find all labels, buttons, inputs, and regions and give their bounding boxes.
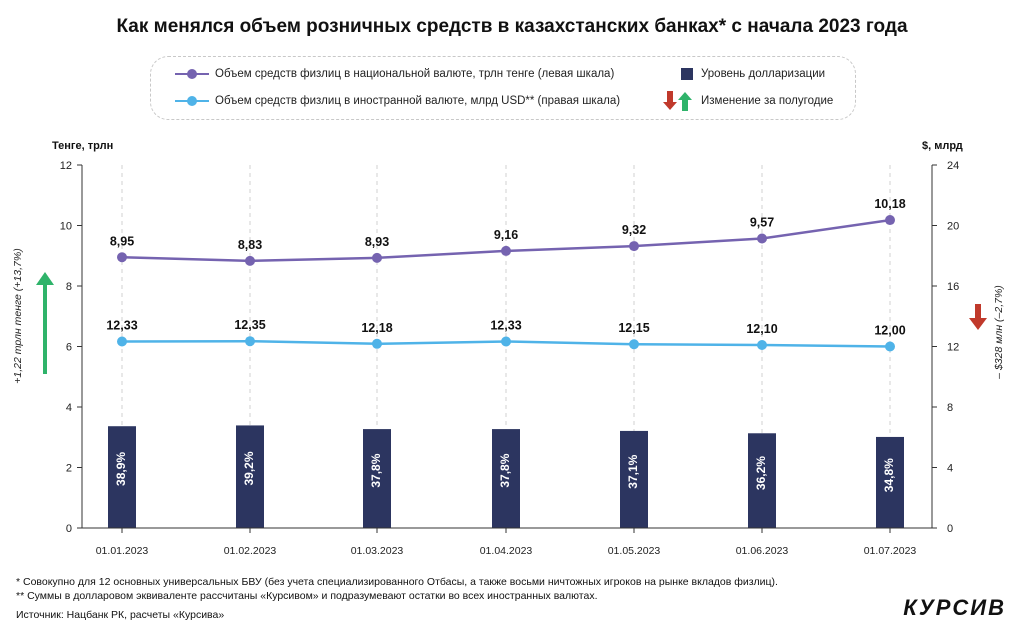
usd-point-0 [117,336,127,347]
usd-label-3: 12,33 [490,319,521,333]
usd-point-3 [501,336,511,347]
usd-point-6 [885,341,895,352]
kzt-label-2: 8,93 [365,235,389,249]
footnote-2: ** Суммы в долларовом эквиваленте рассчи… [16,590,598,602]
x-tick-label-5: 01.06.2023 [736,545,789,557]
right-tick-label-3: 12 [947,342,959,354]
left-tick-label-3: 6 [66,342,72,354]
kzt-point-3 [501,245,511,256]
dollarization-bar-label-1: 39,2% [242,451,256,485]
right-axis-title: $, млрд [922,140,963,152]
dollarization-bar-5 [748,433,776,528]
legend-item-dollarization: Уровень долларизации [681,68,825,80]
dollarization-bar-6 [876,436,904,528]
usd-point-1 [245,336,255,347]
up-arrow-icon [36,272,54,374]
kzt-label-1: 8,83 [238,238,262,252]
usd-point-4 [629,339,639,350]
x-tick-label-1: 01.02.2023 [224,545,277,557]
usd-label-1: 12,35 [234,318,265,332]
kzt-point-4 [629,241,639,252]
legend-label-dollarization: Уровень долларизации [701,68,826,80]
usd-label-4: 12,15 [618,321,649,335]
kzt-point-6 [885,215,895,226]
left-tick-label-2: 4 [66,402,72,414]
dollarization-bar-label-5: 36,2% [754,456,768,490]
usd-label-5: 12,10 [746,322,777,336]
x-tick-label-3: 01.04.2023 [480,545,533,557]
legend-label-change: Изменение за полугодие [701,95,834,107]
dollarization-bar-1 [236,425,264,528]
kzt-label-5: 9,57 [750,216,774,230]
dollarization-bar-label-0: 38,9% [114,452,128,486]
kzt-label-0: 8,95 [110,234,134,248]
legend-line-kzt-icon [175,69,209,79]
x-tick-label-4: 01.05.2023 [608,545,661,557]
down-arrow-icon [969,304,987,330]
right-tick-label-1: 4 [947,463,953,475]
kzt-point-1 [245,255,255,266]
left-tick-label-1: 2 [66,463,72,475]
dollarization-bar-3 [492,429,520,528]
usd-point-5 [757,339,767,350]
dollarization-bar-label-2: 37,8% [369,453,383,487]
footnote-1: * Совокупно для 12 основных универсальны… [16,576,778,588]
left-tick-label-6: 12 [60,160,72,172]
legend-label-kzt: Объем средств физлиц в национальной валю… [215,68,615,80]
right-tick-label-4: 16 [947,281,959,293]
right-tick-label-6: 24 [947,160,959,172]
right-tick-label-2: 8 [947,402,953,414]
x-tick-label-2: 01.03.2023 [351,545,404,557]
left-tick-label-0: 0 [66,523,72,535]
x-tick-label-0: 01.01.2023 [96,545,149,557]
kzt-label-4: 9,32 [622,223,646,237]
kzt-label-6: 10,18 [874,197,905,211]
left-tick-label-5: 10 [60,221,72,233]
legend-item-kzt: Объем средств физлиц в национальной валю… [175,68,614,80]
usd-label-0: 12,33 [106,319,137,333]
source-note: Источник: Нацбанк РК, расчеты «Курсива» [16,609,225,621]
kzt-point-0 [117,252,127,263]
kursiv-logo: КУРСИВ [903,595,1006,620]
dollarization-bar-label-6: 34,8% [882,458,896,492]
right-tick-label-0: 0 [947,523,953,535]
usd-label-6: 12,00 [874,324,905,338]
dollarization-bar-4 [620,430,648,528]
chart-title: Как менялся объем розничных средств в ка… [116,16,908,37]
dollarization-bar-label-3: 37,8% [498,453,512,487]
usd-point-2 [372,338,382,349]
legend-line-usd-icon [175,96,209,106]
legend-arrows-icon [663,91,693,111]
legend-item-change: Изменение за полугодие [663,91,833,111]
dollarization-bar-label-4: 37,1% [626,454,640,488]
legend: Объем средств физлиц в национальной валю… [150,56,856,120]
legend-square-icon [681,68,693,80]
left-tick-label-4: 8 [66,281,72,293]
usd-label-2: 12,18 [361,321,392,335]
kzt-point-5 [757,233,767,244]
kzt-label-3: 9,16 [494,228,518,242]
dollarization-bar-2 [363,429,391,528]
legend-label-usd: Объем средств физлиц в иностранной валют… [215,95,621,107]
legend-item-usd: Объем средств физлиц в иностранной валют… [175,95,620,107]
left-axis-title: Тенге, трлн [52,140,114,152]
x-tick-label-6: 01.07.2023 [864,545,917,557]
dollarization-bar-0 [108,426,136,528]
kzt-point-2 [372,252,382,263]
right-tick-label-5: 20 [947,221,959,233]
